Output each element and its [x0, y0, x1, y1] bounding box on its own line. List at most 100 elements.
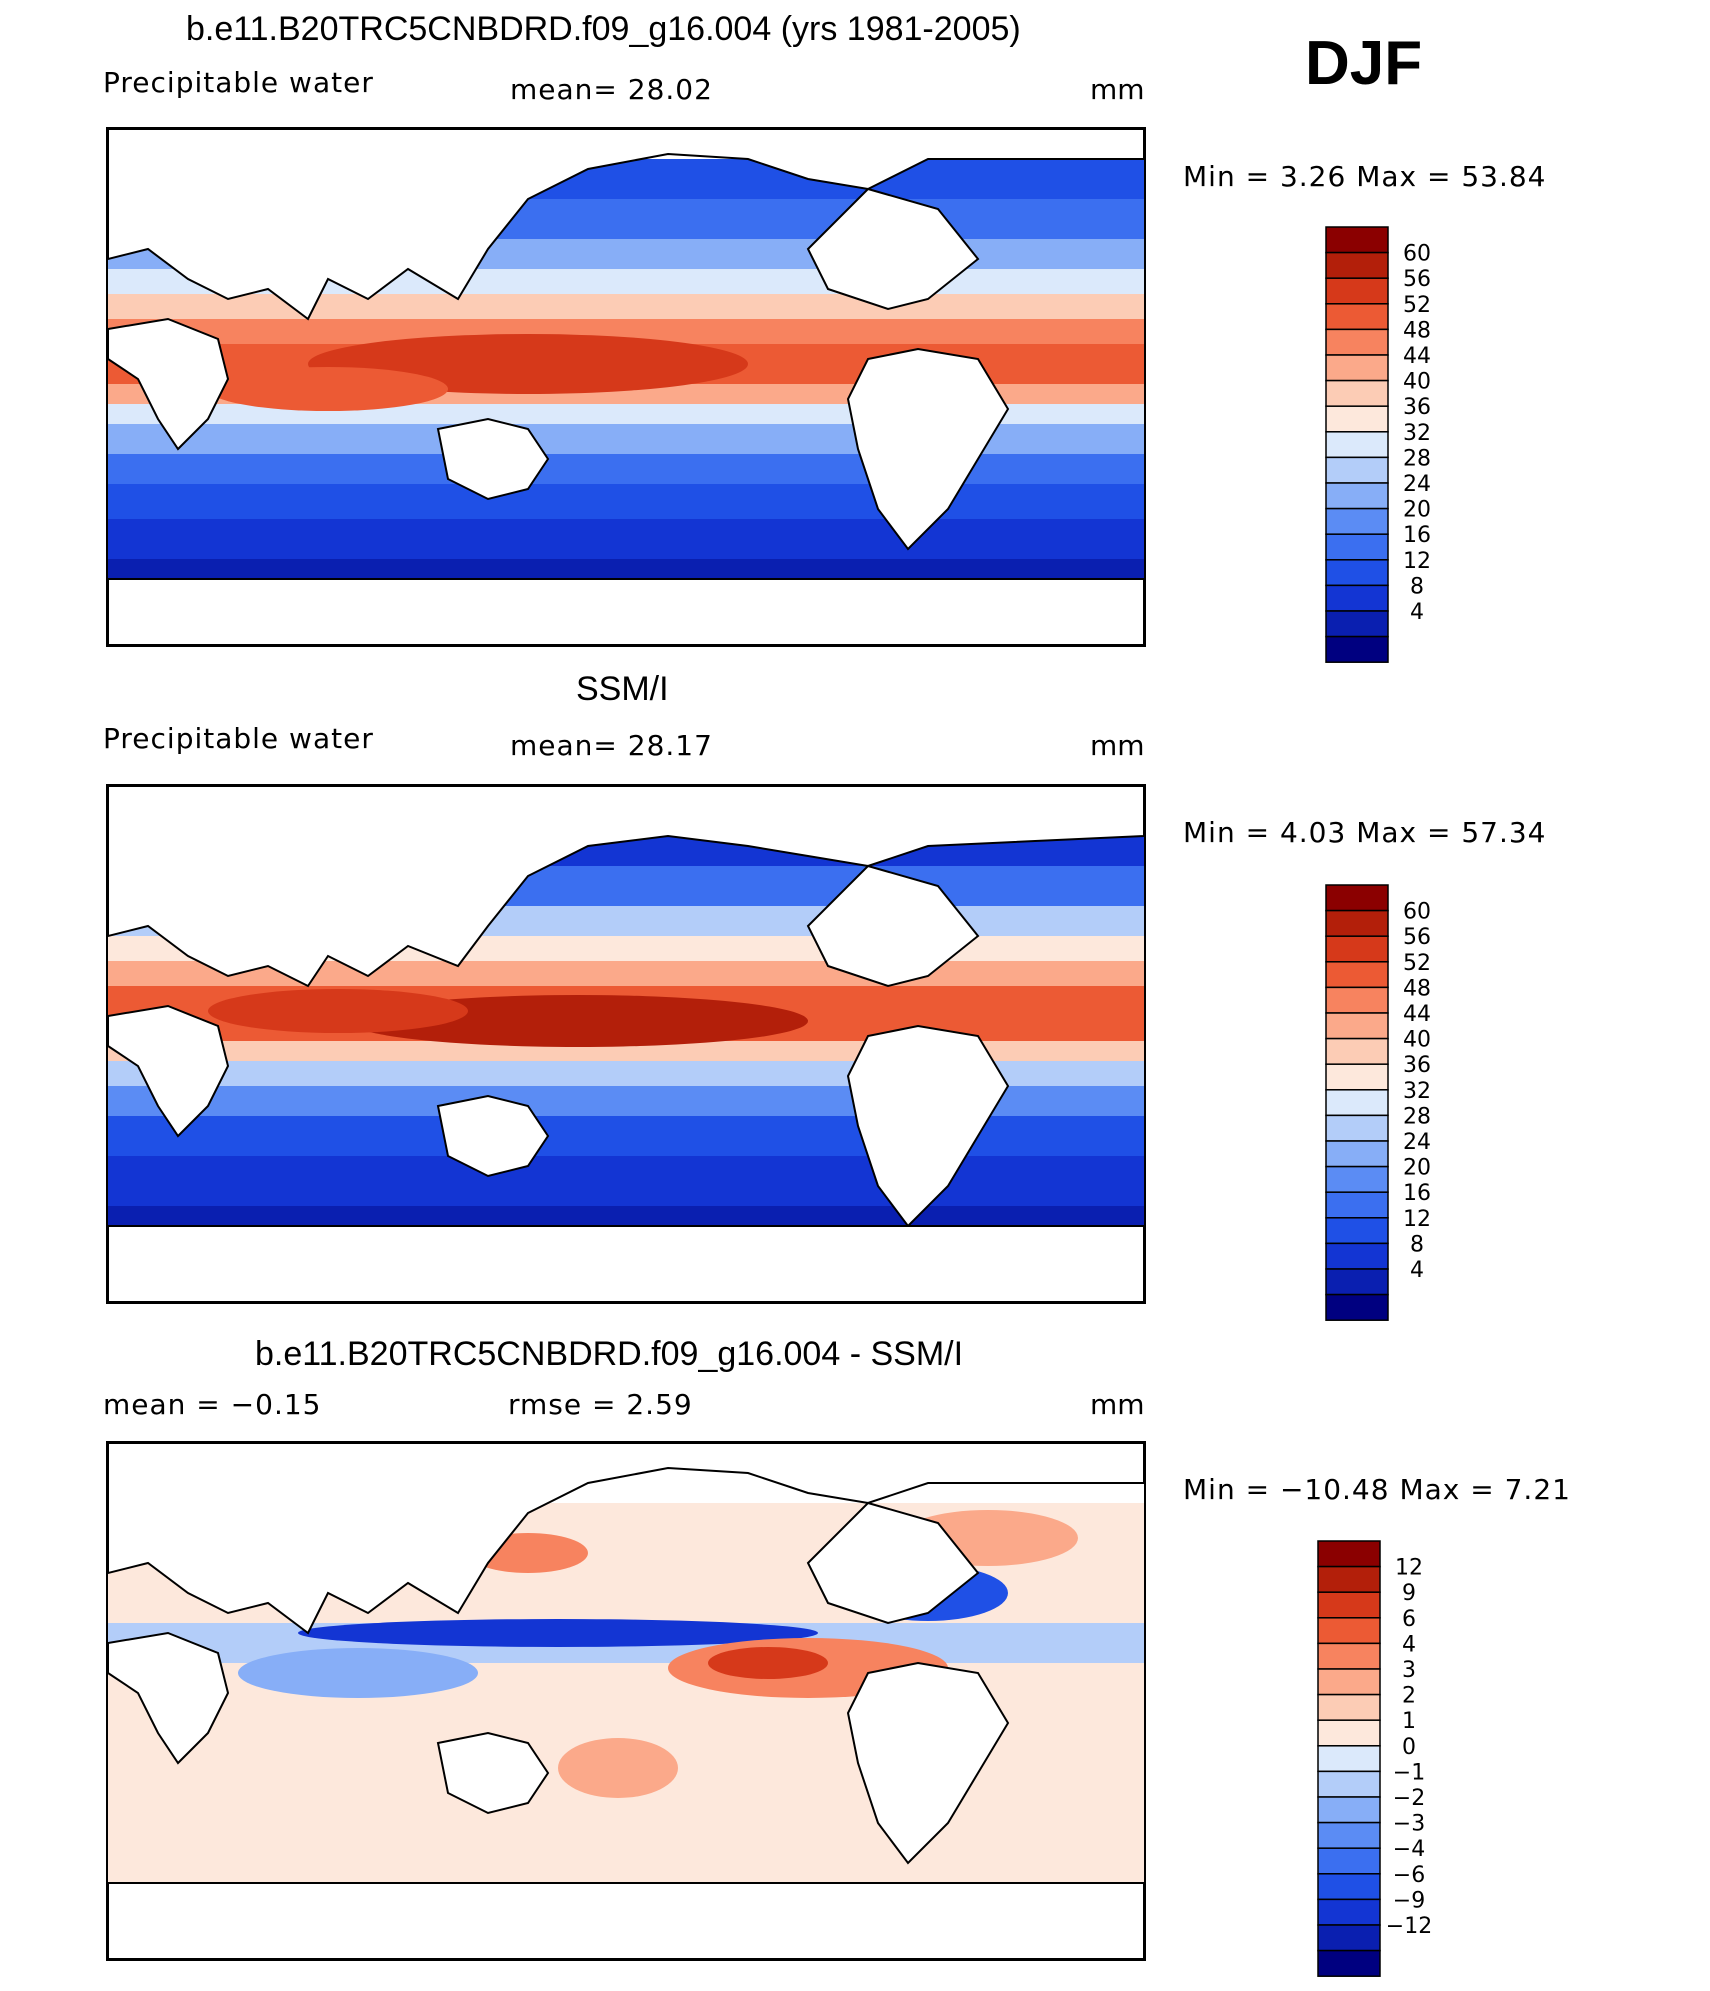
colorbar-tick-label: 1 — [1402, 1709, 1416, 1734]
panel-1-title: b.e11.B20TRC5CNBDRD.f09_g16.004 (yrs 198… — [186, 10, 1021, 48]
colorbar-tick-label: 20 — [1403, 498, 1431, 523]
colorbar-tick-label: 40 — [1403, 370, 1431, 395]
panel-3-unit-label: mm — [1090, 1388, 1145, 1421]
panel-1-mean-label: mean= 28.02 — [510, 73, 713, 106]
colorbar-swatch — [1317, 1949, 1381, 1977]
colorbar-swatch — [1325, 431, 1389, 459]
colorbar-swatch — [1325, 584, 1389, 612]
colorbar-swatch — [1325, 1217, 1389, 1245]
colorbar-swatch — [1325, 405, 1389, 433]
colorbar-tick-label: 8 — [1410, 574, 1424, 599]
panel-3-field — [108, 1443, 1144, 1959]
panel-1-colorbar: 60 56 52 48 44 40 36 32 28 24 20 16 12 8 4 — [1325, 226, 1465, 665]
colorbar-swatch — [1317, 1770, 1381, 1798]
colorbar-tick-label: 24 — [1403, 1130, 1431, 1155]
colorbar-swatch — [1317, 1642, 1381, 1670]
colorbar-tick-label: 4 — [1410, 1258, 1424, 1283]
colorbar-tick-label: 12 — [1403, 549, 1431, 574]
colorbar-swatch — [1325, 277, 1389, 305]
colorbar-tick-label: 3 — [1402, 1658, 1416, 1683]
colorbar-tick-label: 0 — [1402, 1735, 1416, 1760]
colorbar-swatch — [1325, 961, 1389, 989]
colorbar-swatch — [1325, 1037, 1389, 1065]
colorbar-swatch — [1317, 1745, 1381, 1773]
panel-2-colorbar: 60 56 52 48 44 40 36 32 28 24 20 16 12 8 4 — [1325, 884, 1465, 1323]
panel-2-title: SSM/I — [576, 670, 669, 708]
colorbar-tick-label: 28 — [1403, 1104, 1431, 1129]
colorbar-tick-label: 24 — [1403, 472, 1431, 497]
season-label: DJF — [1305, 29, 1423, 98]
colorbar-swatch — [1325, 1063, 1389, 1091]
colorbar-swatch — [1325, 1268, 1389, 1296]
colorbar-swatch — [1325, 1242, 1389, 1270]
colorbar-tick-label: 56 — [1403, 925, 1431, 950]
colorbar-swatch — [1317, 1719, 1381, 1747]
colorbar-swatch — [1325, 1012, 1389, 1040]
panel-1-map — [106, 127, 1146, 647]
panel-1-field — [108, 129, 1144, 645]
colorbar-swatch — [1325, 226, 1389, 254]
colorbar-tick-label: 16 — [1403, 1181, 1431, 1206]
panel-1-unit-label: mm — [1090, 73, 1145, 106]
panel-1-variable-label: Precipitable water — [103, 66, 374, 99]
colorbar-swatch — [1317, 1924, 1381, 1952]
colorbar-tick-label: 40 — [1403, 1028, 1431, 1053]
colorbar-tick-label: 20 — [1403, 1156, 1431, 1181]
colorbar-swatch — [1317, 1821, 1381, 1849]
colorbar-tick-label: −12 — [1386, 1914, 1432, 1939]
colorbar-tick-label: −1 — [1393, 1760, 1425, 1785]
panel-2-map — [106, 784, 1146, 1304]
panel-3-map — [106, 1441, 1146, 1961]
colorbar-swatch — [1325, 986, 1389, 1014]
colorbar-swatch — [1317, 1591, 1381, 1619]
colorbar-swatch — [1325, 303, 1389, 331]
colorbar-swatch — [1325, 1089, 1389, 1117]
colorbar-swatch — [1325, 559, 1389, 587]
colorbar-swatch — [1325, 909, 1389, 937]
colorbar-swatch — [1325, 1191, 1389, 1219]
colorbar-swatch — [1325, 884, 1389, 912]
colorbar-swatch — [1317, 1668, 1381, 1696]
panel-3-mean-label: mean = −0.15 — [103, 1388, 322, 1421]
colorbar-tick-label: 56 — [1403, 267, 1431, 292]
colorbar-tick-label: −6 — [1393, 1863, 1425, 1888]
colorbar-swatch — [1325, 1114, 1389, 1142]
colorbar-tick-label: 16 — [1403, 523, 1431, 548]
colorbar-swatch — [1325, 1140, 1389, 1168]
colorbar-tick-label: 60 — [1403, 242, 1431, 267]
colorbar-tick-label: −3 — [1393, 1812, 1425, 1837]
panel-3-title: b.e11.B20TRC5CNBDRD.f09_g16.004 - SSM/I — [255, 1335, 964, 1373]
panel-1-minmax-label: Min = 3.26 Max = 53.84 — [1183, 160, 1547, 193]
colorbar-swatch — [1317, 1796, 1381, 1824]
colorbar-tick-label: 32 — [1403, 421, 1431, 446]
colorbar-swatch — [1325, 635, 1389, 663]
colorbar-swatch — [1325, 482, 1389, 510]
colorbar-swatch — [1317, 1540, 1381, 1568]
colorbar-tick-label: 2 — [1402, 1684, 1416, 1709]
colorbar-tick-label: 6 — [1402, 1607, 1416, 1632]
colorbar-swatch — [1317, 1565, 1381, 1593]
colorbar-tick-label: 4 — [1410, 600, 1424, 625]
colorbar-tick-label: 48 — [1403, 318, 1431, 343]
colorbar-swatch — [1317, 1693, 1381, 1721]
colorbar-tick-label: 44 — [1403, 344, 1431, 369]
colorbar-swatch — [1325, 507, 1389, 535]
colorbar-tick-label: 12 — [1395, 1556, 1423, 1581]
colorbar-tick-label: −4 — [1393, 1837, 1425, 1862]
colorbar-swatch — [1317, 1847, 1381, 1875]
colorbar-swatch — [1325, 354, 1389, 382]
panel-3-rmse-label: rmse = 2.59 — [508, 1388, 693, 1421]
colorbar-tick-label: 12 — [1403, 1207, 1431, 1232]
panel-2-variable-label: Precipitable water — [103, 722, 374, 755]
colorbar-tick-label: 44 — [1403, 1002, 1431, 1027]
colorbar-tick-label: 36 — [1403, 1053, 1431, 1078]
panel-3-minmax-label: Min = −10.48 Max = 7.21 — [1183, 1473, 1571, 1506]
panel-2-unit-label: mm — [1090, 729, 1145, 762]
colorbar-tick-label: −9 — [1393, 1888, 1425, 1913]
colorbar-swatch — [1325, 379, 1389, 407]
colorbar-tick-label: 48 — [1403, 976, 1431, 1001]
panel-2-field — [108, 786, 1144, 1302]
colorbar-swatch — [1325, 533, 1389, 561]
